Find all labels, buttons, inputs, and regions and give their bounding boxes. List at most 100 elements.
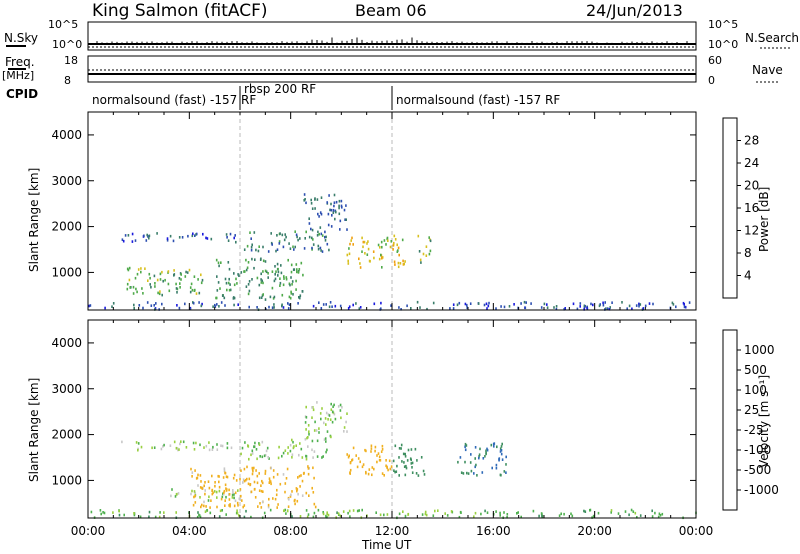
range-gate-cell [456, 303, 459, 307]
range-gate-cell [279, 277, 281, 280]
range-gate-cell [338, 212, 341, 216]
range-gate-cell [319, 211, 322, 214]
range-gate-cell [186, 271, 189, 274]
range-gate-cell [330, 435, 332, 439]
range-gate-cell [486, 511, 489, 514]
range-gate-cell [362, 245, 364, 249]
range-gate-cell [481, 471, 484, 474]
range-gate-cell [313, 450, 316, 453]
range-gate-cell [297, 271, 300, 274]
range-gate-cell [213, 490, 216, 493]
range-gate-cell [208, 441, 210, 444]
range-gate-cell [304, 237, 306, 240]
range-gate-cell [204, 489, 206, 492]
range-gate-cell [160, 447, 163, 451]
range-gate-cell [247, 482, 250, 486]
range-gate-cell [381, 472, 384, 475]
range-gate-cell [363, 240, 366, 244]
range-gate-cell [299, 294, 302, 297]
range-gate-cell [298, 453, 300, 457]
range-gate-cell [421, 513, 424, 516]
range-gate-cell [260, 484, 262, 487]
range-gate-cell [347, 262, 350, 265]
range-gate-cell [422, 469, 425, 473]
range-gate-cell [450, 510, 453, 513]
range-gate-cell [167, 282, 170, 286]
range-gate-cell [638, 304, 640, 308]
range-gate-cell [215, 490, 218, 494]
range-gate-cell [234, 234, 236, 237]
range-gate-cell [233, 493, 235, 496]
range-gate-cell [153, 274, 156, 278]
range-gate-cell [298, 268, 301, 271]
range-gate-cell [303, 471, 305, 475]
range-gate-cell [135, 287, 137, 291]
range-gate-cell [474, 465, 476, 469]
colorbar-frame [722, 329, 738, 511]
range-gate-cell [505, 455, 507, 459]
range-gate-cell [404, 514, 407, 518]
range-gate-cell [245, 509, 247, 513]
y-tick-label: 1000 [51, 265, 82, 279]
range-gate-cell [380, 240, 383, 244]
range-gate-cell [221, 495, 224, 499]
range-gate-cell [379, 513, 382, 517]
range-gate-cell [305, 509, 308, 512]
range-gate-cell [313, 502, 316, 506]
range-gate-cell [282, 283, 285, 287]
range-gate-cell [378, 455, 381, 459]
range-gate-cell [144, 267, 146, 270]
range-gate-cell [317, 244, 320, 248]
range-gate-cell [231, 496, 234, 499]
range-gate-cell [287, 446, 289, 449]
range-gate-cell [243, 467, 246, 471]
range-gate-cell [261, 500, 264, 504]
range-gate-cell [597, 511, 600, 515]
range-gate-cell [233, 303, 235, 307]
range-gate-cell [262, 281, 264, 285]
range-gate-cell [216, 275, 218, 278]
range-gate-cell [262, 490, 264, 493]
range-gate-cell [390, 465, 393, 468]
range-gate-cell [339, 219, 342, 223]
range-gate-cell [166, 237, 169, 240]
range-gate-cell [385, 464, 387, 468]
range-gate-cell [416, 459, 418, 462]
colorbar-tick-label: 4 [744, 269, 752, 283]
range-gate-cell [264, 453, 267, 457]
range-gate-cell [405, 466, 408, 470]
range-gate-cell [464, 445, 466, 449]
velocity-colorbar-title: Velocity [m s⁻¹] [757, 375, 771, 468]
range-gate-cell [148, 272, 151, 276]
range-gate-cell [333, 403, 335, 407]
range-gate-cell [127, 234, 130, 237]
range-gate-cell [263, 454, 266, 458]
range-gate-cell [163, 443, 165, 447]
range-gate-cell [190, 282, 193, 286]
range-gate-cell [417, 234, 420, 238]
range-gate-cell [197, 278, 199, 281]
range-gate-cell [228, 498, 231, 501]
range-gate-cell [304, 438, 307, 441]
range-gate-cell [301, 290, 304, 293]
range-gate-cell [240, 271, 243, 274]
range-gate-cell [267, 250, 270, 253]
velocity-panel: 1000 2000 3000 4000 [51, 319, 697, 520]
range-gate-cell [233, 272, 235, 275]
range-gate-cell [402, 510, 404, 513]
range-gate-cell [214, 481, 216, 484]
range-gate-cell [176, 492, 178, 496]
range-gate-cell [642, 307, 645, 310]
range-gate-cell [400, 443, 403, 447]
range-gate-cell [151, 446, 153, 450]
range-gate-cell [482, 457, 485, 460]
range-gate-cell [217, 474, 219, 478]
range-gate-cell [584, 510, 587, 513]
range-gate-cell [249, 483, 252, 486]
range-gate-cell [218, 305, 220, 308]
range-gate-cell [347, 259, 349, 263]
range-gate-cell [361, 508, 363, 512]
range-gate-cell [291, 456, 293, 459]
range-gate-cell [157, 291, 159, 295]
range-gate-cell [348, 509, 351, 513]
